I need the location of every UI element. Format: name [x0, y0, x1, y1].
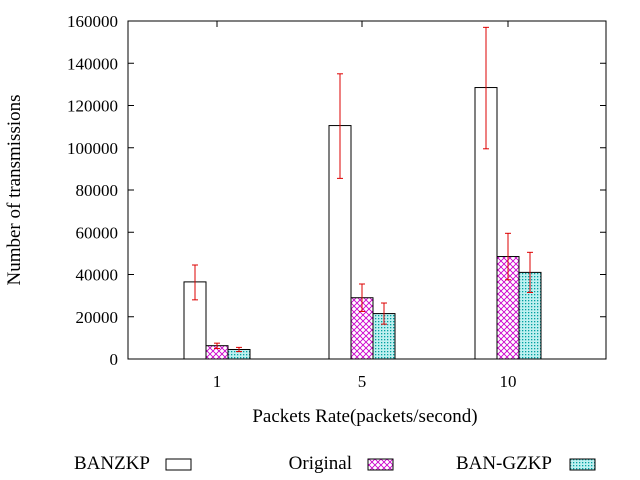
tick-labels: 0 20000 40000 60000 80000 100000 120000 140000 1…	[67, 12, 517, 391]
x-tick-label: 1	[213, 372, 222, 391]
x-tick-label: 5	[358, 372, 367, 391]
y-tick-label: 0	[110, 350, 119, 369]
y-tick-label: 100000	[67, 139, 118, 158]
legend-swatch	[367, 458, 394, 471]
legend-label: BAN-GZKP	[456, 453, 552, 474]
legend-swatch	[165, 458, 192, 471]
y-axis-label: Number of transmissions	[4, 94, 25, 285]
y-tick-label: 140000	[67, 54, 118, 73]
x-tick-label: 10	[500, 372, 517, 391]
x-axis-label: Packets Rate(packets/second)	[252, 406, 477, 427]
legend-label: Original	[289, 453, 352, 474]
legend-label: BANZKP	[74, 453, 150, 474]
legend-swatch	[569, 458, 596, 471]
y-tick-label: 120000	[67, 97, 118, 116]
y-tick-label: 20000	[76, 308, 119, 327]
y-tick-label: 40000	[76, 266, 119, 285]
bars	[183, 26, 542, 360]
y-tick-label: 60000	[76, 223, 119, 242]
legend: BANZKP Original BAN-GZKP	[74, 453, 596, 474]
y-tick-label: 80000	[76, 181, 119, 200]
y-tick-label: 160000	[67, 12, 118, 31]
